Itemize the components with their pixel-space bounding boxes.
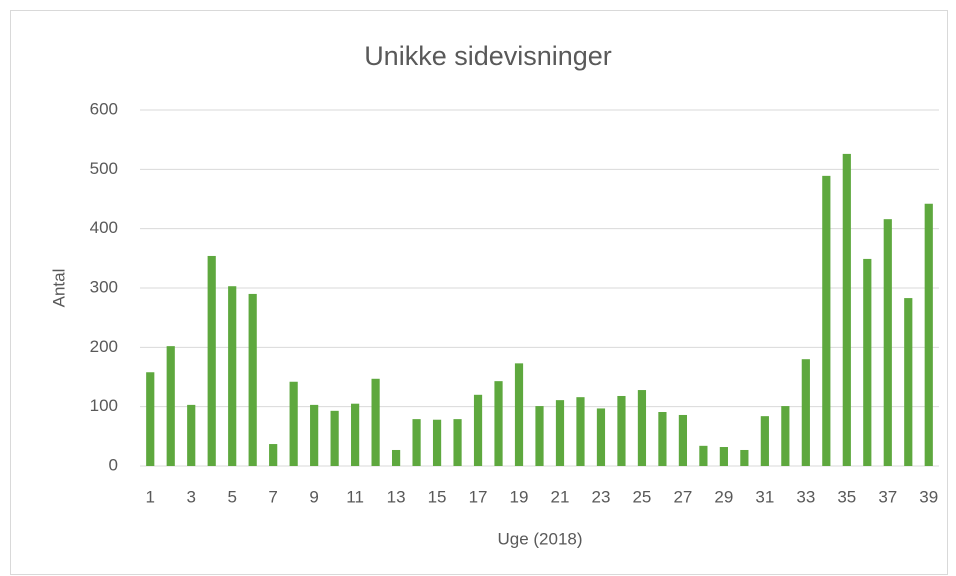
x-tick-label: 21 xyxy=(551,487,570,506)
y-tick-label: 0 xyxy=(109,455,118,474)
x-tick-label: 3 xyxy=(186,487,195,506)
bar xyxy=(330,410,339,466)
x-tick-label: 7 xyxy=(268,487,277,506)
x-tick-label: 19 xyxy=(510,487,529,506)
bar xyxy=(494,381,503,466)
x-tick-label: 29 xyxy=(714,487,733,506)
bar xyxy=(822,175,831,467)
bar xyxy=(596,408,606,466)
y-tick-label: 100 xyxy=(90,396,118,415)
x-tick-label: 39 xyxy=(919,487,938,506)
x-tick-label: 25 xyxy=(632,487,651,506)
bar xyxy=(371,378,380,466)
bar xyxy=(904,298,913,466)
y-tick-label: 600 xyxy=(90,99,118,118)
bar xyxy=(924,203,933,466)
bar xyxy=(760,416,769,466)
bar xyxy=(166,346,175,466)
bar xyxy=(555,400,565,466)
x-tick-label: 9 xyxy=(309,487,318,506)
chart-title: Unikke sidevisninger xyxy=(364,41,612,71)
bar xyxy=(617,395,626,466)
bar xyxy=(453,419,462,466)
bar xyxy=(576,397,585,466)
bar xyxy=(248,293,257,466)
y-tick-label: 300 xyxy=(90,277,118,296)
bar xyxy=(391,449,401,466)
x-tick-label: 11 xyxy=(346,487,364,506)
bar xyxy=(473,394,483,466)
bar xyxy=(412,419,421,466)
x-tick-label: 31 xyxy=(755,487,774,506)
x-axis-label: Uge (2018) xyxy=(497,529,582,548)
bar xyxy=(863,258,872,466)
bar xyxy=(146,372,155,466)
bar xyxy=(678,414,688,466)
bar xyxy=(699,445,708,466)
y-tick-label: 200 xyxy=(90,337,118,356)
bar xyxy=(207,255,216,466)
bar xyxy=(740,449,749,466)
bar xyxy=(883,219,892,466)
x-tick-label: 17 xyxy=(469,487,488,506)
bar xyxy=(269,444,278,466)
bar xyxy=(310,404,319,466)
y-tick-label: 500 xyxy=(90,159,118,178)
bar xyxy=(432,419,442,466)
bar xyxy=(781,406,790,466)
x-tick-label: 13 xyxy=(387,487,406,506)
chart-frame xyxy=(10,10,948,575)
bar xyxy=(801,359,810,466)
bar xyxy=(514,363,524,466)
x-tick-label: 27 xyxy=(673,487,692,506)
bar xyxy=(637,390,647,466)
y-tick-label: 400 xyxy=(90,218,118,237)
x-tick-label: 33 xyxy=(796,487,815,506)
bar xyxy=(535,406,544,466)
y-axis-label: Antal xyxy=(49,269,68,308)
x-tick-label: 15 xyxy=(428,487,447,506)
x-tick-label: 1 xyxy=(146,487,155,506)
bar xyxy=(842,153,851,466)
bar xyxy=(289,381,298,466)
x-tick-label: 37 xyxy=(878,487,897,506)
bar xyxy=(351,403,360,466)
x-tick-label: 35 xyxy=(837,487,856,506)
bar xyxy=(187,404,196,466)
bar xyxy=(658,412,667,466)
x-tick-label: 5 xyxy=(227,487,236,506)
bar xyxy=(719,447,728,466)
bar xyxy=(228,286,237,466)
x-tick-label: 23 xyxy=(592,487,611,506)
